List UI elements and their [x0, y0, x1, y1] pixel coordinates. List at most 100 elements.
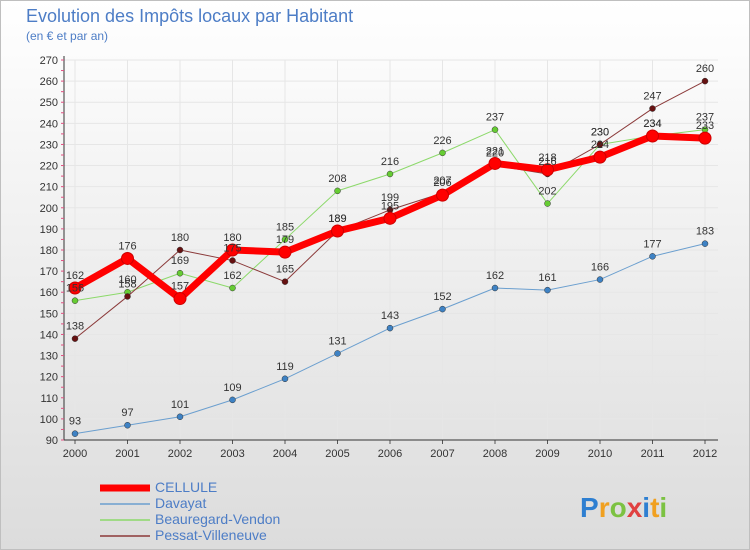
- x-tick-label-2007: 2007: [430, 448, 454, 460]
- data-label-cellule-2012: 233: [696, 120, 714, 132]
- data-label-beauregard-vendon-2002: 169: [171, 255, 189, 267]
- data-label-cellule-2007: 206: [433, 177, 451, 189]
- y-tick-label-200: 200: [40, 203, 58, 215]
- y-tick-label-100: 100: [40, 414, 58, 426]
- data-label-pessat-villeneuve-2003: 175: [223, 243, 241, 255]
- legend-label-cellule: CELLULE: [155, 479, 217, 495]
- y-tick-label-150: 150: [40, 308, 58, 320]
- axes: 90 100 110 120 130 140 150 160 170 180 190 200 210 22…: [40, 55, 718, 460]
- data-label-pessat-villeneuve-2002: 180: [171, 232, 189, 244]
- point-beauregard-vendon-2005: [334, 187, 341, 195]
- point-davayat-2009: [544, 286, 551, 294]
- x-tick-label-2004: 2004: [273, 448, 297, 460]
- data-label-davayat-2011: 177: [643, 238, 661, 250]
- x-tick-label-2006: 2006: [378, 448, 402, 460]
- data-label-pessat-villeneuve-2008: 220: [486, 148, 504, 160]
- data-label-cellule-2005: 189: [328, 213, 346, 225]
- data-label-beauregard-vendon-2008: 237: [486, 112, 504, 124]
- point-beauregard-vendon-2007: [439, 149, 446, 157]
- y-tick-label-160: 160: [40, 287, 58, 299]
- data-label-pessat-villeneuve-2004: 165: [276, 264, 294, 276]
- x-tick-label-2009: 2009: [535, 448, 559, 460]
- data-label-beauregard-vendon-2011: 234: [643, 118, 661, 130]
- logo-letter-t: t: [650, 492, 659, 523]
- point-cellule-2000: [68, 281, 82, 295]
- data-label-davayat-2010: 166: [591, 262, 609, 274]
- data-label-cellule-2001: 176: [118, 240, 136, 252]
- point-davayat-2004: [281, 375, 289, 383]
- y-tick-label-120: 120: [40, 372, 58, 384]
- data-label-beauregard-vendon-2007: 226: [433, 135, 451, 147]
- data-label-beauregard-vendon-2010: 230: [591, 126, 609, 138]
- point-cellule-2011: [646, 129, 659, 143]
- point-davayat-2008: [491, 284, 499, 292]
- logo-letter-r: r: [599, 492, 610, 523]
- legend-label-beauregard-vendon: Beauregard-Vendon: [155, 511, 280, 527]
- point-davayat-2011: [649, 253, 656, 260]
- data-label-beauregard-vendon-2006: 216: [381, 156, 399, 168]
- legend: CELLULEDavayatBeauregard-VendonPessat-Vi…: [100, 479, 280, 543]
- y-tick-label-130: 130: [40, 351, 58, 363]
- x-tick-label-2001: 2001: [115, 448, 139, 460]
- point-davayat-2006: [386, 324, 394, 332]
- data-label-pessat-villeneuve-2010: 230: [591, 126, 609, 138]
- point-cellule-2009: [541, 163, 554, 177]
- point-beauregard-vendon-2009: [544, 200, 551, 207]
- y-tick-label-220: 220: [40, 161, 58, 173]
- point-pessat-villeneuve-2012: [701, 77, 709, 85]
- point-davayat-2007: [439, 305, 446, 313]
- logo-text: Proxiti: [580, 492, 667, 523]
- x-tick-label-2010: 2010: [588, 448, 612, 460]
- chart-subtitle: (en € et par an): [26, 29, 108, 43]
- point-pessat-villeneuve-2010: [596, 141, 604, 148]
- series-davayat: [71, 240, 709, 437]
- point-pessat-villeneuve-2003: [229, 257, 236, 264]
- point-beauregard-vendon-2002: [176, 269, 184, 277]
- point-davayat-2001: [124, 421, 131, 429]
- data-label-pessat-villeneuve-2006: 199: [381, 192, 399, 204]
- point-davayat-2003: [229, 396, 236, 404]
- y-tick-label-240: 240: [40, 118, 58, 130]
- point-cellule-2002: [173, 292, 187, 306]
- x-tick-label-2005: 2005: [325, 448, 349, 460]
- data-label-cellule-2011: 234: [643, 118, 661, 130]
- data-label-davayat-2012: 183: [696, 226, 714, 238]
- y-tick-label-140: 140: [40, 329, 58, 341]
- point-cellule-2005: [331, 224, 344, 238]
- y-tick-label-180: 180: [40, 245, 58, 257]
- point-beauregard-vendon-2006: [386, 170, 394, 178]
- data-label-cellule-2010: 224: [591, 139, 609, 151]
- x-tick-label-2003: 2003: [220, 448, 244, 460]
- data-label-pessat-villeneuve-2011: 247: [643, 91, 661, 103]
- point-davayat-2000: [71, 430, 79, 437]
- point-cellule-2003: [226, 243, 239, 257]
- legend-label-pessat-villeneuve: Pessat-Villeneuve: [155, 527, 267, 543]
- data-label-davayat-2006: 143: [381, 310, 399, 322]
- data-label-beauregard-vendon-2004: 185: [276, 221, 294, 233]
- point-pessat-villeneuve-2004: [281, 278, 289, 285]
- data-label-beauregard-vendon-2005: 208: [328, 173, 346, 185]
- proxiti-logo: Proxiti: [580, 492, 667, 523]
- chart-title: Evolution des Impôts locaux par Habitant: [26, 6, 353, 26]
- data-labels: 162 176 157 180 179 189 195 206 221 218 224 234 233 9…: [66, 63, 714, 428]
- data-label-pessat-villeneuve-2005: 189: [328, 213, 346, 225]
- y-tick-label-260: 260: [40, 76, 58, 88]
- data-label-davayat-2001: 97: [121, 407, 133, 419]
- logo-letter-i1: i: [642, 492, 650, 523]
- point-cellule-2001: [121, 251, 134, 265]
- series-layer: [68, 77, 712, 437]
- data-label-davayat-2000: 93: [69, 416, 81, 428]
- point-pessat-villeneuve-2001: [124, 293, 131, 300]
- x-tick-label-2011: 2011: [641, 448, 665, 460]
- data-label-davayat-2005: 131: [328, 335, 346, 347]
- data-label-pessat-villeneuve-2001: 158: [118, 278, 136, 290]
- data-label-beauregard-vendon-2003: 162: [223, 270, 241, 282]
- y-tick-label-110: 110: [40, 393, 58, 405]
- point-cellule-2012: [698, 131, 712, 145]
- y-tick-label-90: 90: [46, 435, 58, 447]
- data-label-cellule-2004: 179: [276, 234, 294, 246]
- y-tick-label-170: 170: [40, 266, 58, 278]
- point-pessat-villeneuve-2002: [176, 246, 184, 254]
